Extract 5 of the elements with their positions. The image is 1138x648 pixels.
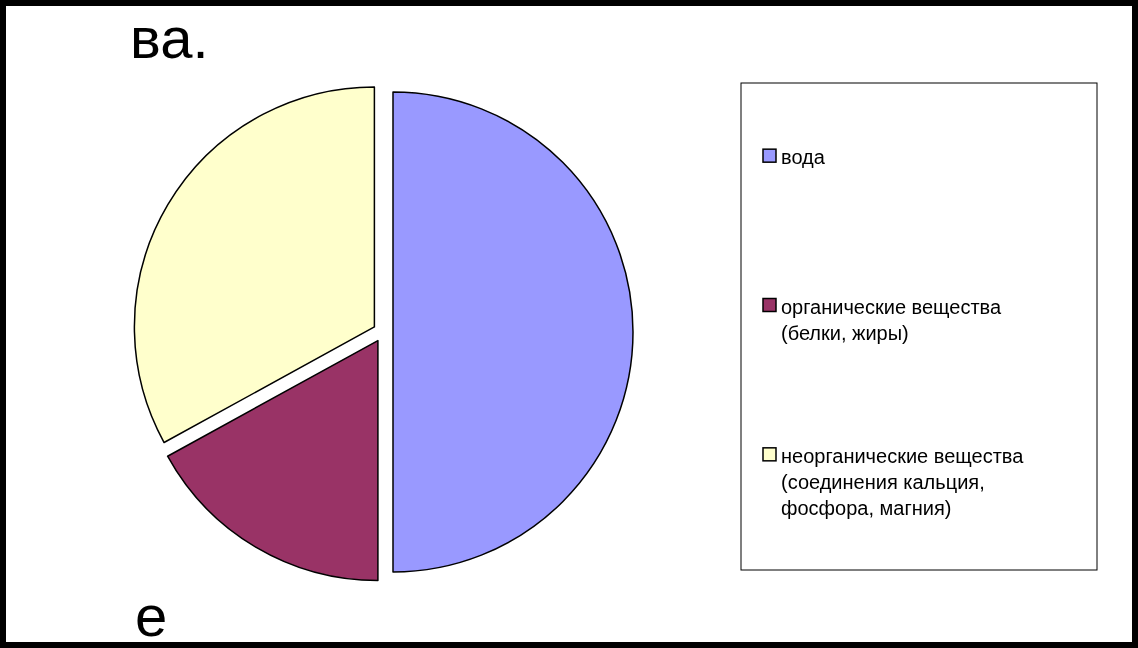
text: е [135, 583, 168, 648]
legend-label: органические вещества (белки, жиры) [781, 295, 1003, 344]
text: ва. [130, 5, 209, 70]
legend-label: неорганические вещества (соединения кальция, фосфора, магния) [781, 444, 1025, 519]
legend-label: вода [781, 146, 826, 169]
